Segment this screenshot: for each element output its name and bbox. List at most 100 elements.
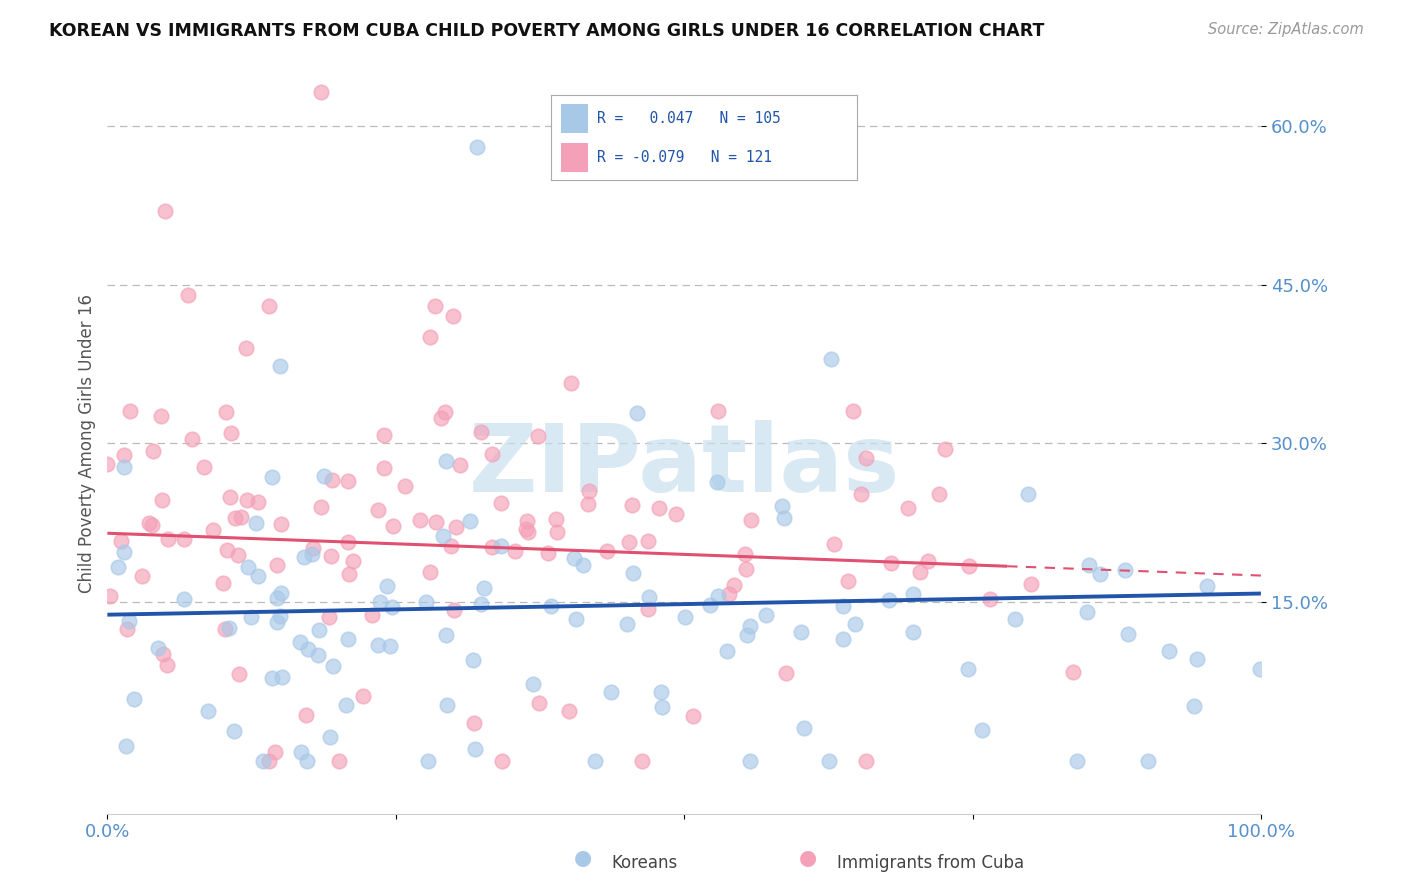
Point [381, 600, 404, 615]
Point [378, 639, 401, 653]
Point [416, 754, 439, 768]
Point [1249, 662, 1271, 676]
Point [112, 545, 135, 559]
Point [219, 426, 242, 441]
Point [409, 513, 432, 527]
Point [565, 612, 588, 626]
Point [465, 140, 488, 154]
Point [979, 591, 1001, 606]
Point [197, 704, 219, 718]
Point [959, 559, 981, 574]
Point [901, 625, 924, 640]
Point [118, 403, 141, 417]
Point [290, 746, 312, 760]
Point [222, 724, 245, 739]
Point [623, 566, 645, 580]
Point [793, 721, 815, 735]
Point [201, 523, 224, 537]
Point [855, 754, 877, 768]
Point [432, 529, 454, 543]
Text: Koreans: Koreans [612, 855, 678, 872]
Point [706, 475, 728, 490]
Point [236, 560, 259, 574]
Point [295, 708, 318, 723]
Point [820, 351, 842, 366]
Point [319, 730, 342, 744]
Point [141, 518, 163, 533]
Point [880, 556, 903, 570]
Point [546, 511, 568, 525]
Point [463, 716, 485, 731]
Point [755, 607, 778, 622]
Point [342, 554, 364, 568]
Text: KOREAN VS IMMIGRANTS FROM CUBA CHILD POVERTY AMONG GIRLS UNDER 16 CORRELATION CH: KOREAN VS IMMIGRANTS FROM CUBA CHILD POV… [49, 22, 1045, 40]
Point [515, 522, 537, 536]
Point [1004, 611, 1026, 625]
Point [626, 406, 648, 420]
Point [336, 534, 359, 549]
Point [470, 425, 492, 439]
Point [844, 617, 866, 632]
Point [770, 499, 793, 513]
Point [307, 648, 329, 663]
Point [98, 589, 121, 603]
Point [1090, 566, 1112, 581]
Point [596, 543, 619, 558]
Point [245, 516, 267, 530]
Point [270, 669, 292, 683]
Point [1182, 698, 1205, 713]
Point [150, 493, 173, 508]
Point [578, 497, 600, 511]
Point [637, 590, 659, 604]
Point [637, 534, 659, 549]
Point [118, 614, 141, 628]
Point [173, 591, 195, 606]
Point [122, 691, 145, 706]
Point [823, 537, 845, 551]
Point [1062, 665, 1084, 679]
Point [470, 598, 492, 612]
Point [153, 203, 176, 218]
Point [723, 578, 745, 592]
Point [472, 581, 495, 595]
Point [1019, 576, 1042, 591]
Point [630, 754, 652, 768]
Point [394, 479, 416, 493]
Point [309, 85, 332, 99]
Point [849, 487, 872, 501]
Point [235, 492, 257, 507]
Point [328, 754, 350, 768]
Point [600, 685, 623, 699]
Point [212, 576, 235, 591]
Point [228, 667, 250, 681]
Point [1114, 563, 1136, 577]
Text: ●: ● [575, 848, 592, 868]
Point [540, 599, 562, 613]
Point [373, 461, 395, 475]
Point [218, 621, 240, 635]
Point [112, 448, 135, 462]
Point [266, 558, 288, 572]
Point [481, 540, 503, 554]
Point [149, 409, 172, 424]
Point [775, 666, 797, 681]
Point [970, 723, 993, 738]
Point [546, 524, 568, 539]
Text: ●: ● [800, 848, 817, 868]
Point [381, 519, 404, 533]
Point [571, 558, 593, 572]
Point [373, 428, 395, 442]
Point [773, 511, 796, 525]
Point [131, 568, 153, 582]
Point [157, 533, 180, 547]
Point [270, 516, 292, 531]
Point [214, 622, 236, 636]
Point [107, 560, 129, 574]
Point [433, 405, 456, 419]
Point [665, 508, 688, 522]
Point [318, 610, 340, 624]
Point [673, 609, 696, 624]
Point [112, 460, 135, 475]
Point [252, 754, 274, 768]
Point [620, 498, 643, 512]
